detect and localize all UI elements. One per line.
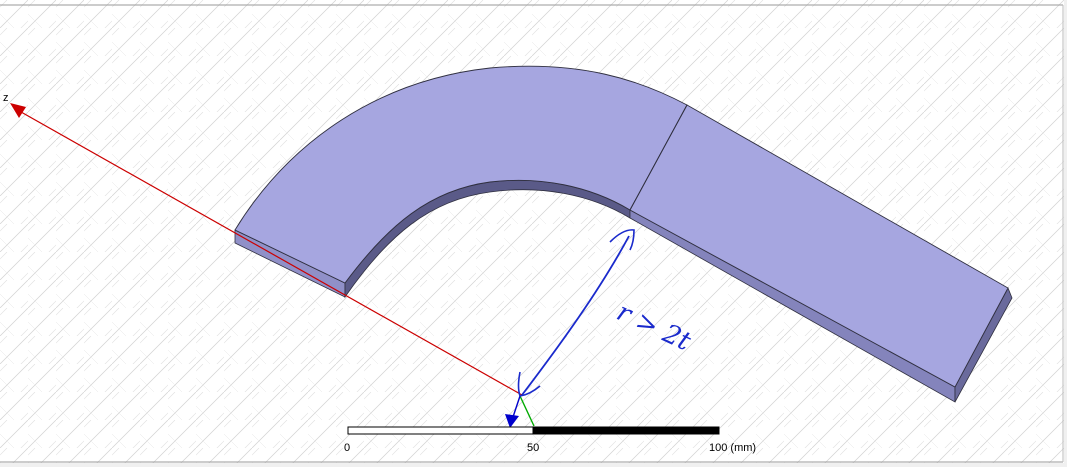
z-axis-label: z (3, 92, 9, 104)
scale-bar-black-segment (532, 426, 720, 435)
scale-tick-0: 0 (344, 442, 350, 454)
annotation-top-arrowhead (609, 229, 635, 251)
bent-plate-model[interactable] (234, 65, 1013, 403)
coordinate-triad: z (3, 92, 535, 428)
annotation-dimension-line (521, 235, 630, 396)
z-axis-line (13, 107, 523, 396)
y-axis-line (519, 395, 535, 427)
annotation-bottom-arrowhead (517, 371, 541, 397)
x-axis-arrowhead (505, 414, 519, 428)
plate-top-face-curved (234, 65, 688, 284)
scale-bar-white-segment (347, 426, 534, 435)
plate-seam-edge (629, 104, 688, 211)
scale-tick-100: 100 (mm) (709, 442, 756, 454)
scale-tick-50: 50 (527, 442, 539, 454)
z-axis-arrowhead (10, 103, 26, 118)
scale-bar: 0 50 100 (mm) (344, 426, 756, 454)
